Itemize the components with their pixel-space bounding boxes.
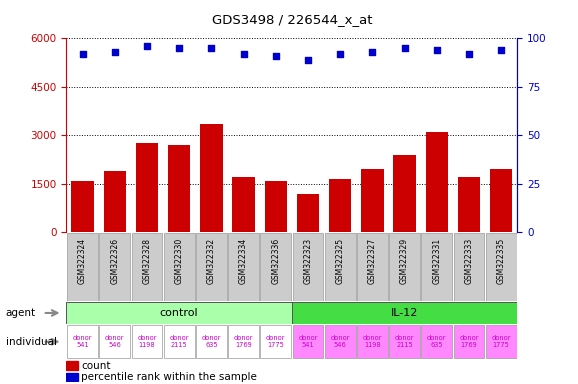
FancyBboxPatch shape xyxy=(66,302,292,324)
FancyBboxPatch shape xyxy=(421,325,452,358)
Point xyxy=(303,57,313,63)
FancyBboxPatch shape xyxy=(67,233,98,301)
Text: donor
1769: donor 1769 xyxy=(234,335,253,348)
Text: donor
635: donor 635 xyxy=(202,335,221,348)
Bar xyxy=(490,169,513,232)
Text: GSM322334: GSM322334 xyxy=(239,238,248,284)
FancyBboxPatch shape xyxy=(292,233,324,301)
Point xyxy=(432,47,442,53)
FancyBboxPatch shape xyxy=(228,233,259,301)
Text: GSM322324: GSM322324 xyxy=(78,238,87,284)
Bar xyxy=(458,177,480,232)
Text: individual: individual xyxy=(6,337,57,347)
Text: GSM322326: GSM322326 xyxy=(110,238,119,284)
Point xyxy=(207,45,216,51)
Bar xyxy=(103,171,126,232)
Point xyxy=(368,49,377,55)
Text: donor
1198: donor 1198 xyxy=(137,335,157,348)
FancyBboxPatch shape xyxy=(260,233,291,301)
Point xyxy=(175,45,184,51)
FancyBboxPatch shape xyxy=(164,325,195,358)
Bar xyxy=(361,169,384,232)
Point xyxy=(142,43,151,49)
FancyBboxPatch shape xyxy=(228,325,259,358)
Bar xyxy=(265,180,287,232)
Text: donor
546: donor 546 xyxy=(105,335,124,348)
Text: agent: agent xyxy=(6,308,36,318)
Text: GSM322330: GSM322330 xyxy=(175,238,184,284)
FancyBboxPatch shape xyxy=(454,233,484,301)
Text: GSM322332: GSM322332 xyxy=(207,238,216,284)
Text: IL-12: IL-12 xyxy=(391,308,418,318)
Text: GSM322327: GSM322327 xyxy=(368,238,377,284)
Text: donor
1769: donor 1769 xyxy=(460,335,479,348)
Bar xyxy=(329,179,351,232)
Text: GSM322328: GSM322328 xyxy=(143,238,151,284)
FancyBboxPatch shape xyxy=(132,233,162,301)
FancyBboxPatch shape xyxy=(389,233,420,301)
FancyBboxPatch shape xyxy=(357,325,388,358)
Point xyxy=(271,53,280,59)
FancyBboxPatch shape xyxy=(196,233,227,301)
Text: percentile rank within the sample: percentile rank within the sample xyxy=(81,372,257,382)
FancyBboxPatch shape xyxy=(196,325,227,358)
Text: donor
1775: donor 1775 xyxy=(266,335,286,348)
FancyBboxPatch shape xyxy=(99,233,130,301)
FancyBboxPatch shape xyxy=(132,325,162,358)
Text: GSM322333: GSM322333 xyxy=(465,238,473,284)
Text: GSM322329: GSM322329 xyxy=(400,238,409,284)
Bar xyxy=(393,155,416,232)
FancyBboxPatch shape xyxy=(421,233,452,301)
Bar xyxy=(168,145,191,232)
FancyBboxPatch shape xyxy=(389,325,420,358)
Bar xyxy=(232,177,255,232)
Bar xyxy=(425,132,448,232)
FancyBboxPatch shape xyxy=(99,325,130,358)
Point xyxy=(497,47,506,53)
Point xyxy=(400,45,409,51)
Bar xyxy=(136,144,158,232)
Point xyxy=(239,51,248,57)
FancyBboxPatch shape xyxy=(325,325,355,358)
Text: GSM322323: GSM322323 xyxy=(303,238,313,284)
FancyBboxPatch shape xyxy=(292,302,517,324)
Text: count: count xyxy=(81,361,110,371)
Text: donor
541: donor 541 xyxy=(73,335,92,348)
FancyBboxPatch shape xyxy=(325,233,355,301)
Text: control: control xyxy=(160,308,198,318)
Text: donor
541: donor 541 xyxy=(298,335,318,348)
Text: donor
1198: donor 1198 xyxy=(362,335,382,348)
Point xyxy=(464,51,473,57)
Bar xyxy=(200,124,223,232)
Bar xyxy=(66,361,77,370)
FancyBboxPatch shape xyxy=(292,325,324,358)
FancyBboxPatch shape xyxy=(357,233,388,301)
Text: donor
546: donor 546 xyxy=(331,335,350,348)
Point xyxy=(78,51,87,57)
Text: donor
1775: donor 1775 xyxy=(491,335,511,348)
Text: donor
635: donor 635 xyxy=(427,335,447,348)
FancyBboxPatch shape xyxy=(454,325,484,358)
FancyBboxPatch shape xyxy=(67,325,98,358)
Text: donor
2115: donor 2115 xyxy=(395,335,414,348)
Text: GSM322335: GSM322335 xyxy=(497,238,506,284)
FancyBboxPatch shape xyxy=(260,325,291,358)
Text: GDS3498 / 226544_x_at: GDS3498 / 226544_x_at xyxy=(212,13,372,26)
Text: GSM322325: GSM322325 xyxy=(336,238,344,284)
Point xyxy=(336,51,345,57)
FancyBboxPatch shape xyxy=(164,233,195,301)
Bar xyxy=(66,372,77,381)
Bar xyxy=(297,194,319,232)
FancyBboxPatch shape xyxy=(486,325,517,358)
FancyBboxPatch shape xyxy=(486,233,517,301)
Text: GSM322336: GSM322336 xyxy=(271,238,280,284)
Text: donor
2115: donor 2115 xyxy=(169,335,189,348)
Point xyxy=(110,49,120,55)
Bar xyxy=(71,180,94,232)
Text: GSM322331: GSM322331 xyxy=(432,238,441,284)
